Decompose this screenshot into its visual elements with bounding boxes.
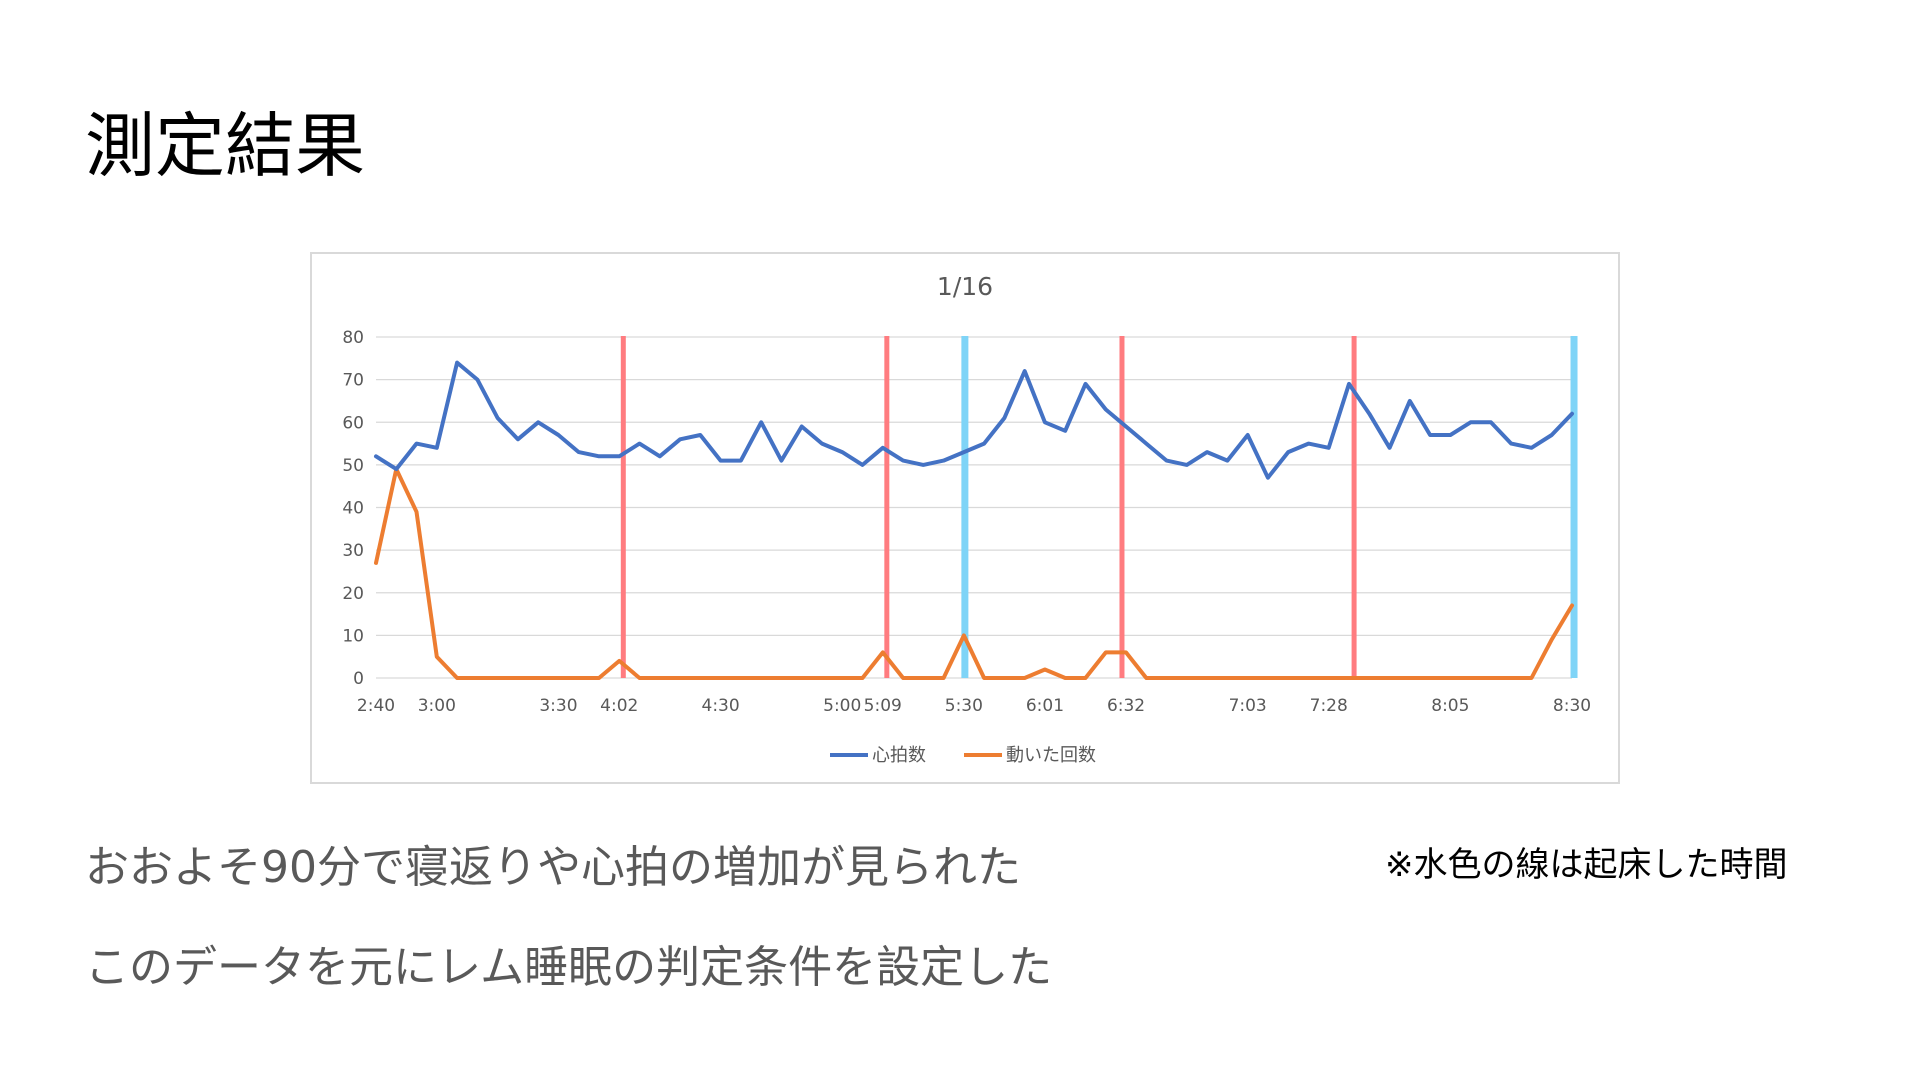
finding-line-2: このデータを元にレム睡眠の判定条件を設定した — [85, 942, 1053, 993]
grid-lines — [376, 336, 1572, 679]
series-movement — [374, 467, 1574, 680]
y-tick-label: 50 — [342, 456, 364, 476]
chart-container: 1/16 0 10 20 30 40 50 60 70 80 2:40 3:00 3:30 4:02 4… — [310, 252, 1620, 784]
slide-title: 測定結果 — [85, 105, 365, 187]
x-tick-label: 7:28 — [1310, 696, 1348, 716]
x-tick-label: 6:01 — [1026, 696, 1064, 716]
y-tick-label: 0 — [353, 669, 364, 689]
x-tick-label: 2:40 — [357, 696, 395, 716]
legend-label-movement: 動いた回数 — [1006, 745, 1096, 766]
x-tick-label: 4:30 — [702, 696, 740, 716]
finding-line-1: おおよそ90分で寝返りや心拍の増加が見られた — [85, 842, 1021, 893]
series-heart-rate — [374, 360, 1574, 480]
y-tick-label: 30 — [342, 541, 364, 561]
x-tick-label: 6:32 — [1107, 696, 1145, 716]
x-tick-label: 3:00 — [418, 696, 456, 716]
x-tick-label: 7:03 — [1229, 696, 1267, 716]
x-tick-label: 5:00 — [823, 696, 861, 716]
y-tick-label: 40 — [342, 499, 364, 519]
chart-title: 1/16 — [937, 272, 993, 301]
legend-label-heart-rate: 心拍数 — [872, 745, 926, 766]
x-tick-label: 8:30 — [1553, 696, 1591, 716]
x-tick-label: 4:02 — [600, 696, 638, 716]
legend: 心拍数 動いた回数 — [830, 745, 1096, 766]
line-chart: 1/16 0 10 20 30 40 50 60 70 80 2:40 3:00 3:30 4:02 4… — [342, 272, 1591, 766]
note-text: ※水色の線は起床した時間 — [1385, 845, 1788, 885]
y-tick-label: 60 — [342, 413, 364, 433]
x-tick-label: 8:05 — [1431, 696, 1469, 716]
y-tick-label: 20 — [342, 584, 364, 604]
y-axis-labels: 0 10 20 30 40 50 60 70 80 — [342, 328, 364, 689]
y-tick-label: 80 — [342, 328, 364, 348]
y-tick-label: 70 — [342, 371, 364, 391]
series-lines — [374, 360, 1574, 680]
x-tick-label: 3:30 — [539, 696, 577, 716]
x-tick-label: 5:30 — [945, 696, 983, 716]
x-tick-label: 5:09 — [864, 696, 902, 716]
y-tick-label: 10 — [342, 626, 364, 646]
x-axis-labels: 2:40 3:00 3:30 4:02 4:30 5:00 5:09 5:30 6:01 6:32… — [357, 696, 1591, 716]
